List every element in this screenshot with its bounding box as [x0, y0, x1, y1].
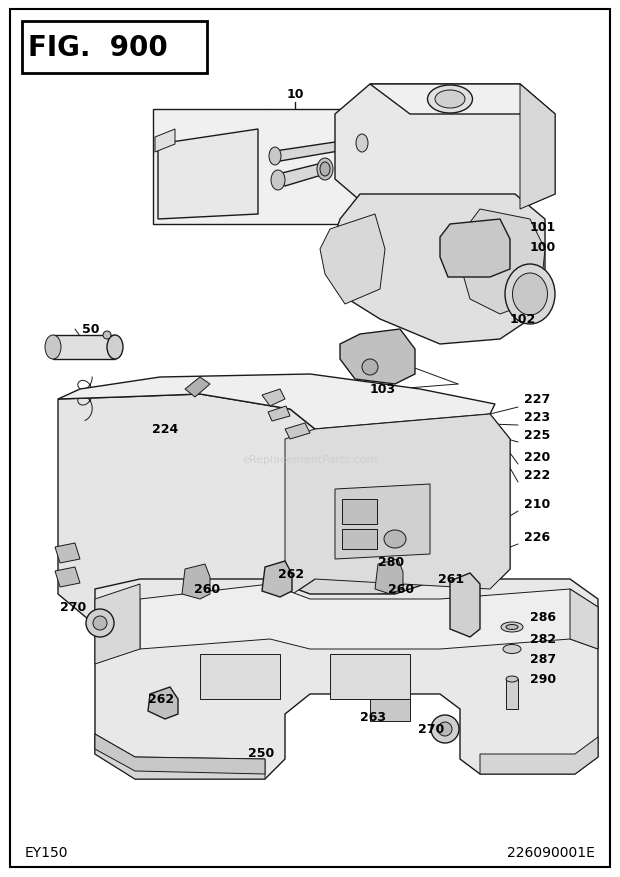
Polygon shape — [440, 220, 510, 278]
Ellipse shape — [107, 336, 123, 360]
Polygon shape — [340, 330, 415, 384]
Polygon shape — [520, 85, 555, 210]
Ellipse shape — [356, 135, 368, 153]
Text: eReplacementParts.com: eReplacementParts.com — [242, 454, 378, 465]
Polygon shape — [285, 415, 510, 599]
Bar — [342, 499, 377, 524]
Text: EY150: EY150 — [25, 845, 68, 859]
Polygon shape — [480, 738, 598, 774]
Polygon shape — [262, 561, 292, 597]
Polygon shape — [268, 407, 290, 422]
Polygon shape — [148, 688, 178, 719]
Ellipse shape — [435, 91, 465, 109]
Ellipse shape — [513, 274, 547, 316]
Text: 286: 286 — [530, 610, 556, 624]
Text: 224: 224 — [152, 423, 179, 436]
Polygon shape — [140, 584, 598, 649]
Circle shape — [86, 610, 114, 638]
Ellipse shape — [503, 645, 521, 653]
Text: 282: 282 — [530, 633, 556, 645]
Text: 280: 280 — [378, 556, 404, 569]
Ellipse shape — [505, 265, 555, 324]
Polygon shape — [262, 389, 285, 407]
Polygon shape — [55, 544, 80, 563]
Polygon shape — [570, 589, 598, 649]
Ellipse shape — [428, 86, 472, 114]
Bar — [342, 530, 377, 549]
Text: 220: 220 — [524, 451, 551, 464]
Text: 260: 260 — [388, 583, 414, 595]
Ellipse shape — [269, 148, 281, 166]
Text: 210: 210 — [524, 498, 551, 511]
Polygon shape — [275, 139, 362, 162]
Polygon shape — [95, 580, 598, 779]
Text: 270: 270 — [60, 601, 86, 614]
Bar — [22, 22, 207, 74]
Circle shape — [438, 722, 452, 736]
Text: 261: 261 — [438, 573, 464, 586]
Text: 102: 102 — [510, 313, 536, 326]
Text: 250: 250 — [248, 746, 274, 759]
Polygon shape — [285, 424, 310, 439]
Polygon shape — [185, 378, 210, 397]
Polygon shape — [460, 210, 545, 315]
Polygon shape — [55, 567, 80, 588]
Text: 225: 225 — [524, 429, 551, 442]
Ellipse shape — [317, 159, 333, 181]
Circle shape — [362, 360, 378, 375]
Polygon shape — [53, 336, 115, 360]
Text: 262: 262 — [278, 567, 304, 581]
Polygon shape — [95, 734, 265, 774]
Polygon shape — [155, 130, 175, 153]
Polygon shape — [182, 565, 210, 599]
Text: 10: 10 — [286, 89, 304, 102]
Polygon shape — [450, 574, 480, 638]
Bar — [153, 110, 363, 225]
Polygon shape — [330, 195, 545, 345]
Text: FIG.  900: FIG. 900 — [28, 34, 168, 62]
Polygon shape — [370, 85, 555, 115]
Polygon shape — [58, 395, 315, 619]
Polygon shape — [158, 130, 258, 220]
Text: 100: 100 — [530, 241, 556, 254]
Ellipse shape — [384, 531, 406, 548]
Text: 260: 260 — [194, 583, 220, 595]
Text: 50: 50 — [82, 323, 99, 336]
Ellipse shape — [320, 163, 330, 177]
Circle shape — [103, 332, 111, 339]
Text: 290: 290 — [530, 673, 556, 686]
Bar — [330, 654, 410, 699]
Ellipse shape — [271, 171, 285, 191]
Polygon shape — [58, 374, 495, 430]
Text: 263: 263 — [360, 710, 386, 724]
Ellipse shape — [506, 624, 518, 630]
Polygon shape — [285, 415, 510, 599]
Text: 226090001E: 226090001E — [507, 845, 595, 859]
Ellipse shape — [501, 623, 523, 632]
Text: 222: 222 — [524, 469, 551, 482]
Text: 270: 270 — [418, 723, 445, 736]
Polygon shape — [95, 734, 265, 779]
Circle shape — [93, 617, 107, 631]
Text: 287: 287 — [530, 652, 556, 666]
Text: 103: 103 — [370, 383, 396, 396]
Ellipse shape — [506, 676, 518, 682]
Bar — [200, 654, 280, 699]
Polygon shape — [335, 484, 430, 560]
Text: 262: 262 — [148, 693, 174, 706]
Text: 223: 223 — [524, 411, 550, 424]
Ellipse shape — [45, 336, 61, 360]
Polygon shape — [95, 584, 140, 664]
Bar — [370, 699, 410, 721]
Polygon shape — [375, 560, 403, 595]
Polygon shape — [335, 85, 555, 210]
Circle shape — [431, 715, 459, 743]
Text: 101: 101 — [530, 221, 556, 234]
Polygon shape — [278, 165, 325, 187]
Bar — [506, 679, 518, 709]
Polygon shape — [320, 215, 385, 304]
Text: 226: 226 — [524, 531, 550, 544]
Text: 227: 227 — [524, 393, 551, 406]
